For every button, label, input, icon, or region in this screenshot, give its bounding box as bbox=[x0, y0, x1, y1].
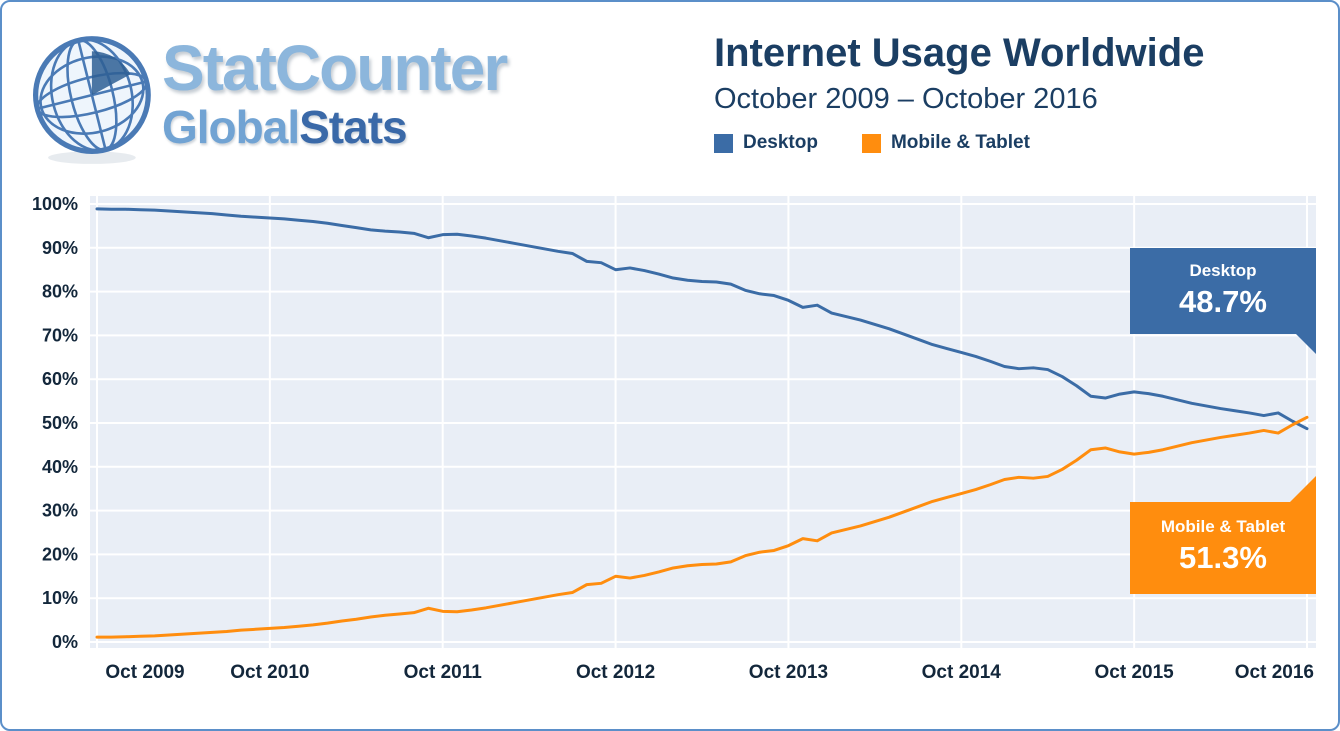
mobile-callout-label: Mobile & Tablet bbox=[1160, 517, 1286, 536]
y-tick-label: 60% bbox=[42, 369, 78, 389]
legend-item-desktop: Desktop bbox=[714, 132, 818, 154]
logo-stats: Stats bbox=[299, 101, 407, 153]
mobile-callout: Mobile & Tablet 51.3% bbox=[1130, 476, 1316, 594]
legend-label-desktop: Desktop bbox=[743, 132, 818, 153]
y-tick-label: 80% bbox=[42, 282, 78, 302]
legend: Desktop Mobile & Tablet bbox=[714, 132, 1204, 154]
x-tick-label: Oct 2012 bbox=[576, 662, 655, 683]
page-title: Internet Usage Worldwide bbox=[714, 31, 1205, 75]
desktop-callout-value: 48.7% bbox=[1179, 284, 1267, 319]
y-tick-label: 0% bbox=[52, 632, 78, 652]
legend-item-mobile: Mobile & Tablet bbox=[861, 132, 1030, 154]
y-tick-label: 20% bbox=[42, 544, 78, 564]
y-tick-label: 10% bbox=[42, 588, 78, 608]
title-block: Internet Usage Worldwide October 2009 – … bbox=[714, 32, 1204, 154]
x-tick-label: Oct 2015 bbox=[1095, 662, 1175, 683]
desktop-swatch-icon bbox=[714, 133, 733, 153]
legend-label-mobile: Mobile & Tablet bbox=[890, 132, 1030, 153]
mobile-tablet-line bbox=[95, 415, 1309, 639]
x-tick-label: Oct 2009 bbox=[105, 662, 184, 683]
desktop-callout: Desktop 48.7% bbox=[1130, 248, 1316, 354]
logo-brand: StatCounter bbox=[162, 32, 508, 104]
mobile-swatch-icon bbox=[861, 133, 881, 153]
logo-global: Global bbox=[162, 101, 300, 153]
y-tick-label: 50% bbox=[42, 413, 78, 433]
y-tick-label: 90% bbox=[42, 238, 78, 258]
x-tick-label: Oct 2014 bbox=[922, 662, 1002, 683]
chart-area: 100% 90% 80% 70% 60% 50% 40% 30% 20% 10% 0% Oct 200… bbox=[2, 190, 1338, 729]
y-tick-label: 30% bbox=[42, 501, 78, 521]
y-tick-label: 70% bbox=[42, 325, 78, 345]
desktop-callout-label: Desktop bbox=[1189, 261, 1257, 280]
page-subtitle: October 2009 – October 2016 bbox=[714, 83, 1098, 115]
y-tick-label: 100% bbox=[32, 194, 78, 214]
x-tick-label: Oct 2016 bbox=[1235, 662, 1314, 683]
x-tick-label: Oct 2011 bbox=[404, 662, 483, 683]
y-tick-label: 40% bbox=[42, 457, 78, 477]
globe-icon bbox=[32, 36, 151, 164]
x-tick-label: Oct 2013 bbox=[749, 662, 828, 683]
mobile-callout-value: 51.3% bbox=[1179, 540, 1267, 575]
logo-text: StatCounter GlobalStats bbox=[162, 32, 508, 150]
statcounter-logo[interactable]: StatCounter GlobalStats bbox=[30, 20, 508, 166]
desktop-line bbox=[95, 207, 1309, 431]
logo-subbrand: GlobalStats bbox=[162, 104, 506, 150]
x-tick-label: Oct 2010 bbox=[230, 662, 309, 683]
